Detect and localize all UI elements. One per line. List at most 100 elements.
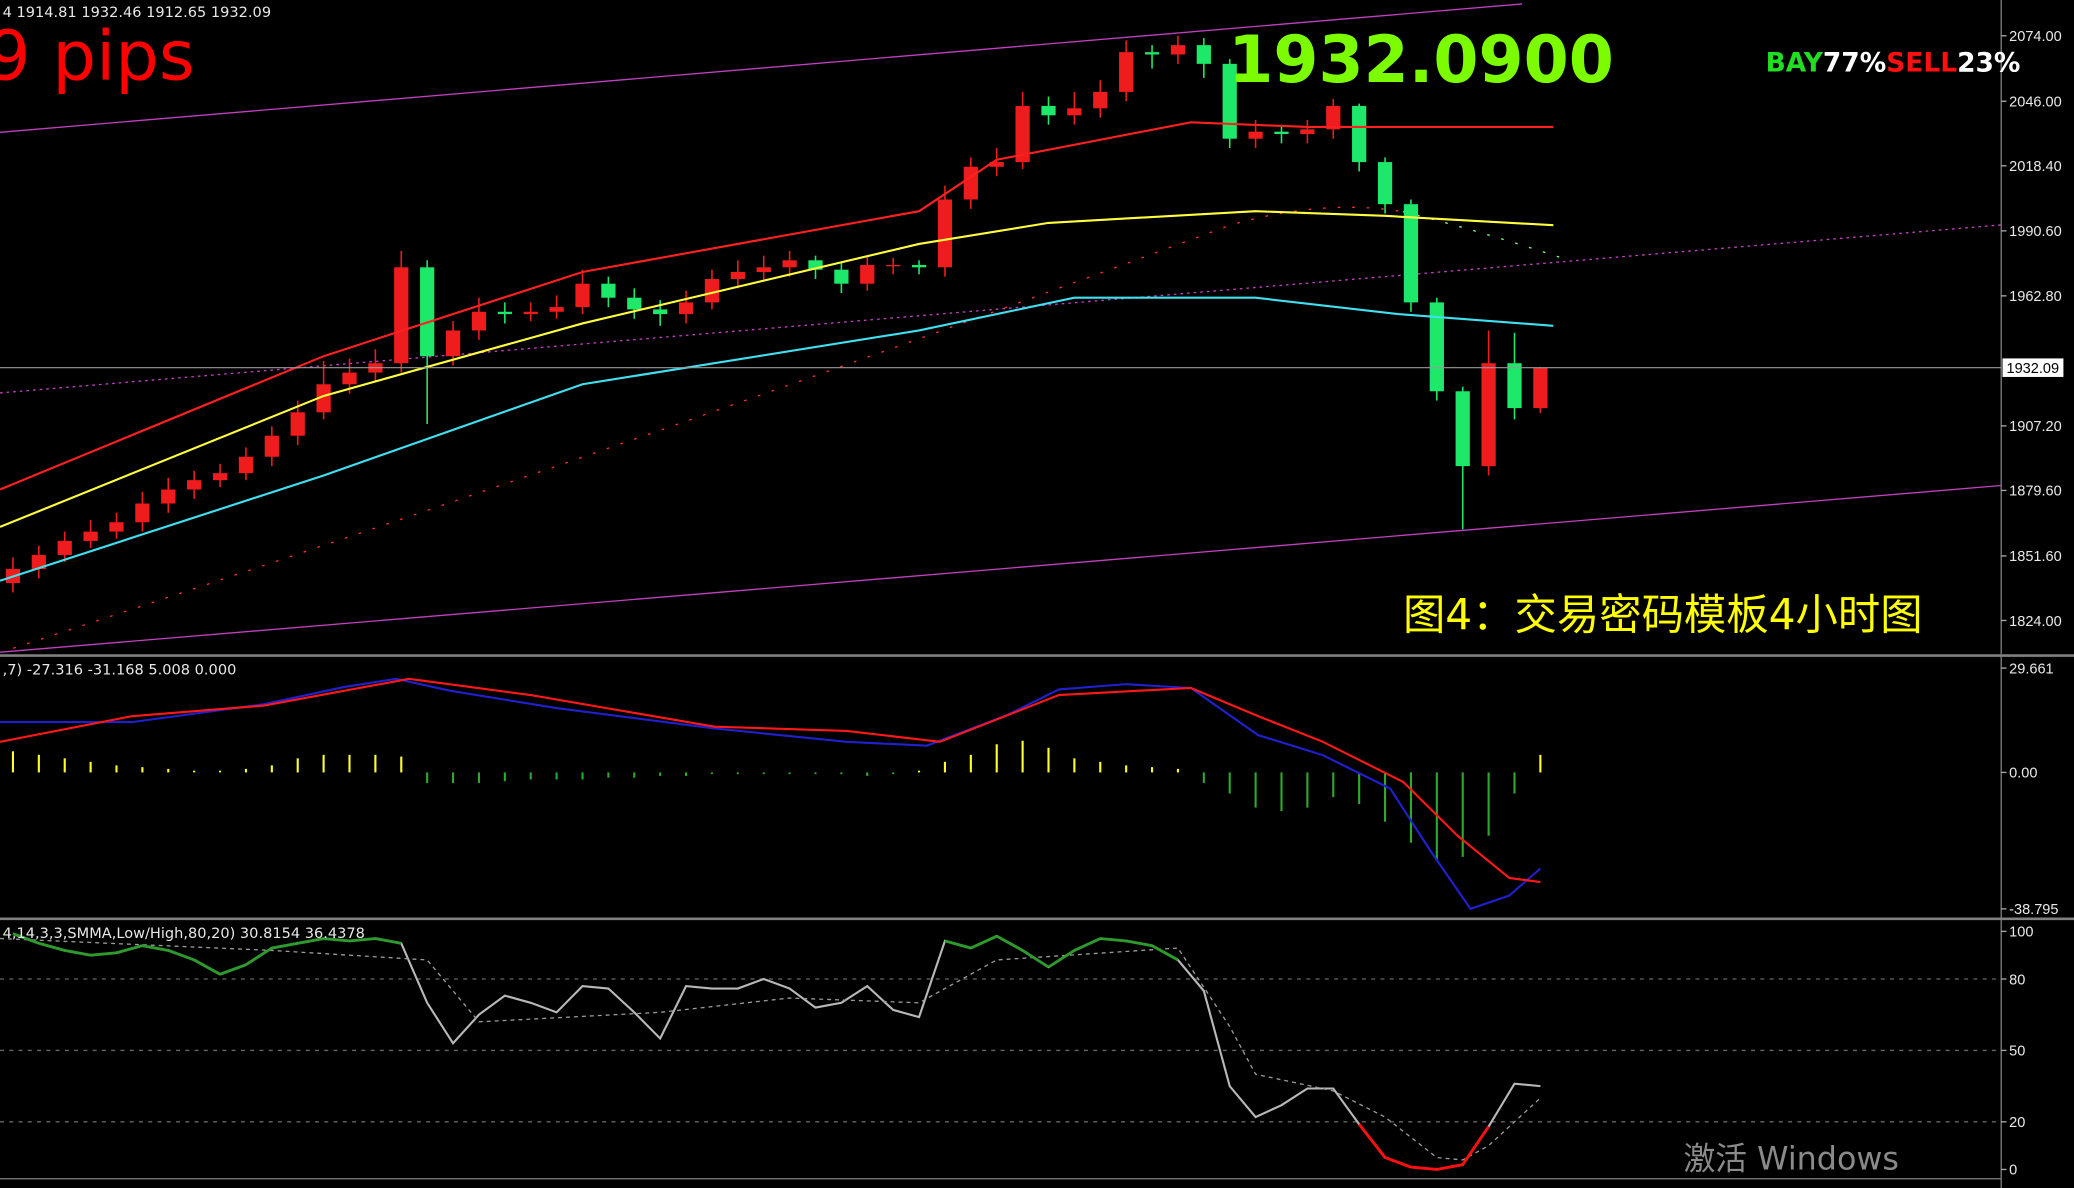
candle-body xyxy=(394,267,409,364)
pips-label: 9 pips xyxy=(0,16,195,96)
level-segment xyxy=(349,937,376,943)
indicator-line xyxy=(0,210,1554,528)
level-segment xyxy=(1436,1163,1463,1171)
candle-body xyxy=(1067,108,1082,116)
candle-body xyxy=(575,283,590,308)
candle-body xyxy=(1533,367,1548,409)
candle-body xyxy=(911,264,927,268)
level-segment xyxy=(375,937,402,945)
buy-pct: 77% xyxy=(1823,47,1886,78)
candle-body xyxy=(1429,302,1444,392)
indicator-line xyxy=(0,677,1541,884)
candle-body xyxy=(109,522,124,532)
candle-body xyxy=(937,199,953,268)
candle-body xyxy=(1352,105,1367,163)
level-segment xyxy=(1047,949,1076,969)
candle-body xyxy=(886,264,901,267)
candle-body xyxy=(1507,363,1522,409)
candle-body xyxy=(1093,91,1108,109)
y-tick-label: 1879.60 xyxy=(2009,484,2062,500)
level-segment xyxy=(1021,949,1050,969)
y-tick-label: 1990.60 xyxy=(2009,224,2062,240)
level-segment xyxy=(64,948,91,957)
level-segment xyxy=(1100,937,1127,943)
ohlc-header: 4 1914.81 1932.46 1912.65 1932.09 xyxy=(3,4,271,21)
level-segment xyxy=(1384,1156,1412,1169)
buy-label: BAY xyxy=(1766,47,1824,78)
current-price-box xyxy=(2002,358,2064,377)
level-segment xyxy=(1461,1125,1490,1166)
level-segment xyxy=(970,934,998,950)
candle-body xyxy=(808,260,823,270)
level-segment xyxy=(1151,944,1179,962)
candle-body xyxy=(238,456,254,474)
level-segment xyxy=(12,932,40,945)
candle-body xyxy=(627,297,642,310)
candle-body xyxy=(1326,105,1341,130)
y-tick-label: 20 xyxy=(2009,1115,2025,1131)
level-segment xyxy=(116,944,143,955)
candle-body xyxy=(264,435,279,457)
candle-body xyxy=(1377,162,1393,205)
candle-body xyxy=(653,309,668,315)
candle-body xyxy=(1119,52,1134,92)
buy-sell-ratio: BAY77%SELL23% xyxy=(1766,47,2021,78)
candle-body xyxy=(1222,63,1237,139)
y-tick-label: 2046.00 xyxy=(2009,95,2062,111)
candle-body xyxy=(1481,363,1496,467)
candle-body xyxy=(316,384,331,413)
candle-body xyxy=(1170,45,1186,55)
y-tick-label: 1962.80 xyxy=(2009,289,2062,305)
channel-line xyxy=(0,484,2002,653)
y-tick-label: 2074.00 xyxy=(2009,29,2062,45)
candle-body xyxy=(782,260,797,268)
y-tick-label: 29.661 xyxy=(2009,661,2054,677)
candle-body xyxy=(57,540,72,555)
caption: 图4：交易密码模板4小时图 xyxy=(1403,591,1923,640)
level-segment xyxy=(90,951,117,957)
sell-pct: 23% xyxy=(1957,47,2020,78)
candle-body xyxy=(445,330,461,357)
level-segment xyxy=(1410,1165,1437,1171)
level-segment xyxy=(142,944,169,952)
level-segment xyxy=(271,941,298,950)
level-segment xyxy=(323,937,350,943)
candle-body xyxy=(730,271,745,280)
candle-body xyxy=(31,554,46,570)
candle-body xyxy=(989,162,1004,167)
candle-body xyxy=(523,311,538,315)
level-segment xyxy=(167,949,195,962)
level-segment xyxy=(996,934,1024,952)
candle-body xyxy=(549,307,564,312)
parabolic-sar xyxy=(1402,211,1562,259)
y-tick-label: 50 xyxy=(2009,1044,2025,1060)
candle-body xyxy=(704,279,720,303)
current-price-label: 1932.09 xyxy=(2006,361,2059,377)
candle-body xyxy=(1041,105,1056,116)
candle-body xyxy=(601,283,616,298)
level-segment xyxy=(944,939,972,950)
y-tick-label: 100 xyxy=(2009,925,2033,941)
stochastic-label: 4,14,3,3,SMMA,Low/High,80,20) 30.8154 36… xyxy=(3,925,365,942)
y-tick-label: 0 xyxy=(2009,1163,2017,1179)
candle-body xyxy=(756,267,771,272)
candle-body xyxy=(1015,105,1030,163)
price-display: 1932.0900 xyxy=(1228,23,1614,98)
candle-body xyxy=(1300,129,1315,135)
candle-body xyxy=(963,166,978,200)
candle-body xyxy=(1274,131,1289,135)
y-tick-label: 1907.20 xyxy=(2009,419,2062,435)
candle-body xyxy=(834,269,849,284)
level-segment xyxy=(1073,937,1101,952)
candle-body xyxy=(187,480,202,490)
macd-label: ,7) -27.316 -31.168 5.008 0.000 xyxy=(3,662,237,679)
indicator-line xyxy=(0,296,1554,582)
level-segment xyxy=(1125,939,1153,948)
y-tick-label: 2018.40 xyxy=(2009,159,2062,175)
candle-body xyxy=(860,264,875,284)
candle-body xyxy=(161,489,176,504)
candle-body xyxy=(1248,131,1263,139)
candle-body xyxy=(1403,204,1419,303)
